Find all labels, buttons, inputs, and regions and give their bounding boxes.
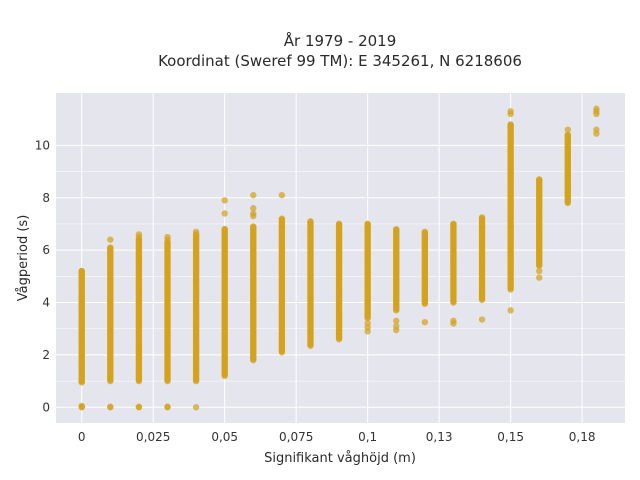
data-point (78, 267, 85, 275)
data-point (278, 191, 286, 199)
data-point (593, 105, 600, 112)
data-point (507, 307, 514, 314)
data-point (78, 273, 85, 280)
data-point (536, 274, 543, 281)
data-point (221, 225, 228, 233)
data-point (78, 299, 85, 306)
data-point (335, 220, 343, 228)
data-point (250, 223, 257, 230)
chart-title-line-1: År 1979 - 2019 (284, 31, 397, 50)
data-point (107, 403, 114, 410)
data-point (250, 210, 257, 217)
y-tick-label: 0 (42, 400, 50, 414)
data-point (450, 317, 457, 325)
x-tick-label: 0 (78, 430, 86, 444)
y-tick-label: 4 (42, 296, 50, 310)
data-point (107, 236, 114, 243)
data-point (78, 278, 85, 285)
chart-title-line-2: Koordinat (Sweref 99 TM): E 345261, N 62… (158, 52, 522, 70)
data-point (364, 220, 371, 228)
data-point (135, 231, 143, 238)
data-point (78, 370, 85, 377)
x-tick-label: 0,15 (497, 430, 524, 444)
data-point (278, 215, 286, 222)
data-point (393, 322, 400, 330)
data-point (78, 351, 85, 359)
data-point (221, 210, 228, 217)
data-point (364, 320, 371, 327)
data-point (536, 176, 543, 183)
x-axis-ticks: 0 0,025 0,05 0,075 0,1 0,13 0,15 0,18 (78, 430, 596, 444)
data-point (78, 294, 85, 301)
data-point (78, 335, 85, 343)
data-point (78, 317, 85, 325)
data-point (164, 403, 171, 410)
y-tick-label: 2 (42, 348, 50, 362)
x-tick-label: 0,025 (136, 430, 170, 444)
data-point (593, 126, 600, 133)
y-tick-label: 8 (42, 191, 50, 205)
data-point (78, 362, 85, 369)
data-point (393, 317, 400, 325)
data-point (192, 228, 200, 236)
data-point (78, 343, 85, 351)
data-point (393, 225, 400, 233)
data-point (450, 220, 457, 228)
data-point (250, 191, 257, 199)
data-point (192, 404, 200, 411)
data-point (78, 377, 85, 385)
data-points (78, 105, 600, 411)
data-point (78, 309, 85, 317)
data-point (507, 108, 514, 115)
data-point (507, 121, 514, 128)
x-tick-label: 0,05 (211, 430, 238, 444)
x-tick-label: 0,1 (358, 430, 377, 444)
data-point (421, 228, 429, 236)
x-tick-label: 0,075 (279, 430, 313, 444)
data-point (478, 214, 486, 221)
data-point (78, 402, 85, 410)
data-point (564, 126, 572, 133)
data-point (307, 218, 314, 225)
data-point (421, 318, 429, 326)
y-tick-label: 6 (42, 243, 50, 257)
y-axis-ticks: 0 2 4 6 8 10 (35, 138, 50, 414)
y-tick-label: 10 (35, 138, 50, 152)
data-point (478, 316, 486, 323)
data-point (78, 286, 85, 293)
x-axis-label: Signifikant våghöjd (m) (264, 451, 416, 466)
data-point (536, 267, 543, 275)
data-point (78, 304, 85, 311)
data-point (107, 244, 114, 251)
data-point (164, 233, 171, 241)
data-point (250, 205, 257, 212)
data-point (135, 403, 143, 410)
data-point (78, 322, 85, 330)
data-point (564, 131, 572, 139)
data-point (221, 197, 228, 204)
x-tick-label: 0,13 (426, 430, 453, 444)
y-axis-label: Vågperiod (s) (16, 215, 31, 302)
x-tick-label: 0,18 (569, 430, 596, 444)
